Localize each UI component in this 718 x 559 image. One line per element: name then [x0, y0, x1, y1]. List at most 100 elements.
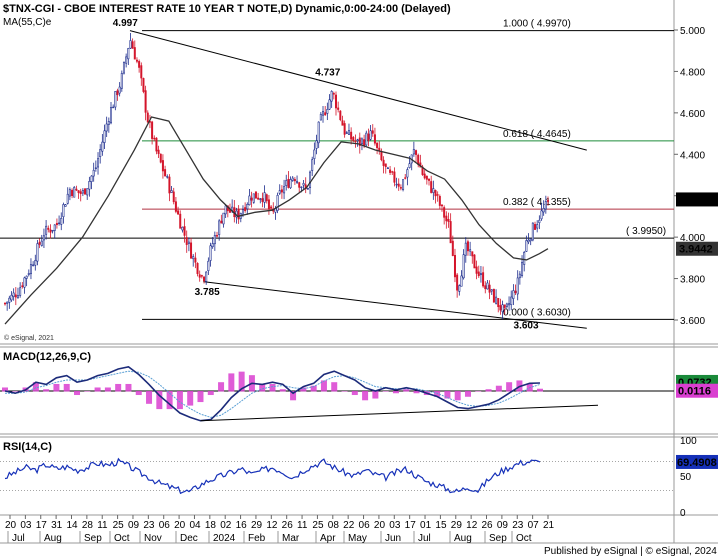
candle-body — [382, 159, 385, 166]
candle-body — [280, 189, 283, 193]
macd-histogram-bar — [331, 382, 338, 392]
macd-histogram-bar — [372, 391, 379, 399]
candle-body — [508, 303, 511, 306]
macd-histogram-bar — [2, 387, 8, 392]
candle-body — [432, 188, 435, 193]
date-tick-label: 08 — [328, 520, 340, 531]
rsi-value-badge-bg — [676, 454, 718, 469]
candle-body — [376, 142, 379, 149]
candle-body — [218, 220, 221, 235]
candle-body — [343, 123, 346, 135]
macd-histogram-bar — [444, 391, 451, 399]
candle-body — [73, 187, 76, 198]
candle-body — [170, 190, 173, 193]
date-tick-label: 25 — [113, 520, 125, 531]
date-tick-label: 21 — [543, 520, 555, 531]
candle-body — [521, 262, 524, 276]
month-label: Aug — [44, 533, 62, 544]
candle-body — [322, 111, 325, 116]
candle-body — [447, 219, 450, 222]
candle-body — [196, 263, 199, 274]
macd-histogram-bar — [351, 391, 358, 396]
candle-body — [505, 303, 508, 307]
ma-value-badge-bg — [676, 241, 718, 256]
candle-body — [38, 241, 41, 245]
candle-body — [479, 273, 482, 276]
fib-level-label: 0.382 ( 4.1355) — [503, 197, 571, 208]
candle-body — [172, 191, 175, 203]
candle-body — [313, 149, 316, 159]
candle-body — [120, 73, 123, 89]
candle-body — [153, 137, 156, 140]
candle-body — [373, 134, 376, 144]
candle-body — [19, 287, 22, 296]
macd-histogram-bar — [537, 388, 543, 392]
date-tick-label: 04 — [189, 520, 201, 531]
last-price-badge: 4.1820 — [679, 194, 713, 206]
candle-body — [14, 294, 17, 298]
candle-body — [32, 264, 35, 267]
candle-body — [103, 130, 106, 143]
candle-body — [183, 226, 186, 236]
candle-body — [347, 130, 350, 135]
candle-body — [4, 302, 7, 305]
candle-body — [86, 188, 89, 196]
macd-histogram-bar — [238, 371, 245, 392]
macd-trendline — [200, 404, 599, 422]
month-label: Apr — [320, 533, 336, 544]
candle-body — [101, 141, 104, 152]
candle-body — [369, 130, 372, 140]
macd-histogram-bar — [392, 391, 399, 394]
date-tick-label: 26 — [282, 520, 294, 531]
candle-body — [92, 169, 95, 177]
candle-body — [246, 204, 249, 210]
date-tick-label: 09 — [128, 520, 140, 531]
month-label: May — [348, 533, 367, 544]
candle-body — [127, 48, 130, 60]
candle-body — [365, 132, 368, 146]
fib-level-label: 0.000 ( 3.6030) — [503, 307, 571, 318]
candle-body — [402, 179, 405, 190]
month-label: Dec — [180, 533, 198, 544]
date-tick-label: 12 — [466, 520, 478, 531]
candle-body — [488, 284, 491, 293]
candle-body — [71, 189, 74, 196]
candle-body — [168, 176, 171, 194]
candle-body — [471, 251, 474, 257]
candle-body — [267, 199, 270, 209]
candle-body — [84, 188, 87, 195]
candle-body — [317, 121, 320, 144]
candle-body — [516, 277, 519, 295]
candle-body — [466, 241, 469, 252]
candle-body — [155, 137, 158, 152]
date-tick-label: 22 — [343, 520, 355, 531]
candle-body — [161, 160, 164, 172]
candle-body — [475, 266, 478, 274]
candle-body — [482, 272, 485, 287]
candle-body — [179, 213, 182, 229]
month-label: Oct — [114, 533, 130, 544]
candle-body — [190, 242, 193, 259]
candle-body — [157, 149, 160, 154]
candle-body — [110, 107, 113, 124]
date-tick-label: 18 — [205, 520, 217, 531]
month-label: Nov — [144, 533, 162, 544]
date-tick-label: 25 — [312, 520, 324, 531]
candle-body — [453, 255, 456, 278]
candle-body — [324, 112, 327, 116]
candle-body — [334, 94, 337, 109]
date-tick-label: 26 — [482, 520, 494, 531]
candle-body — [198, 274, 201, 278]
price-tick-label: 5.000 — [680, 26, 705, 37]
candle-body — [300, 186, 303, 189]
candle-body — [499, 305, 502, 311]
candle-body — [430, 181, 433, 193]
candle-body — [192, 256, 195, 260]
candle-body — [29, 264, 32, 275]
candle-body — [194, 257, 197, 263]
chart-title: $TNX-CGI - CBOE INTEREST RATE 10 YEAR T … — [3, 3, 451, 15]
candle-body — [330, 91, 333, 102]
macd-histogram-bar — [156, 391, 163, 410]
macd-histogram-bar — [197, 391, 204, 403]
macd-histogram-bar — [228, 373, 235, 392]
